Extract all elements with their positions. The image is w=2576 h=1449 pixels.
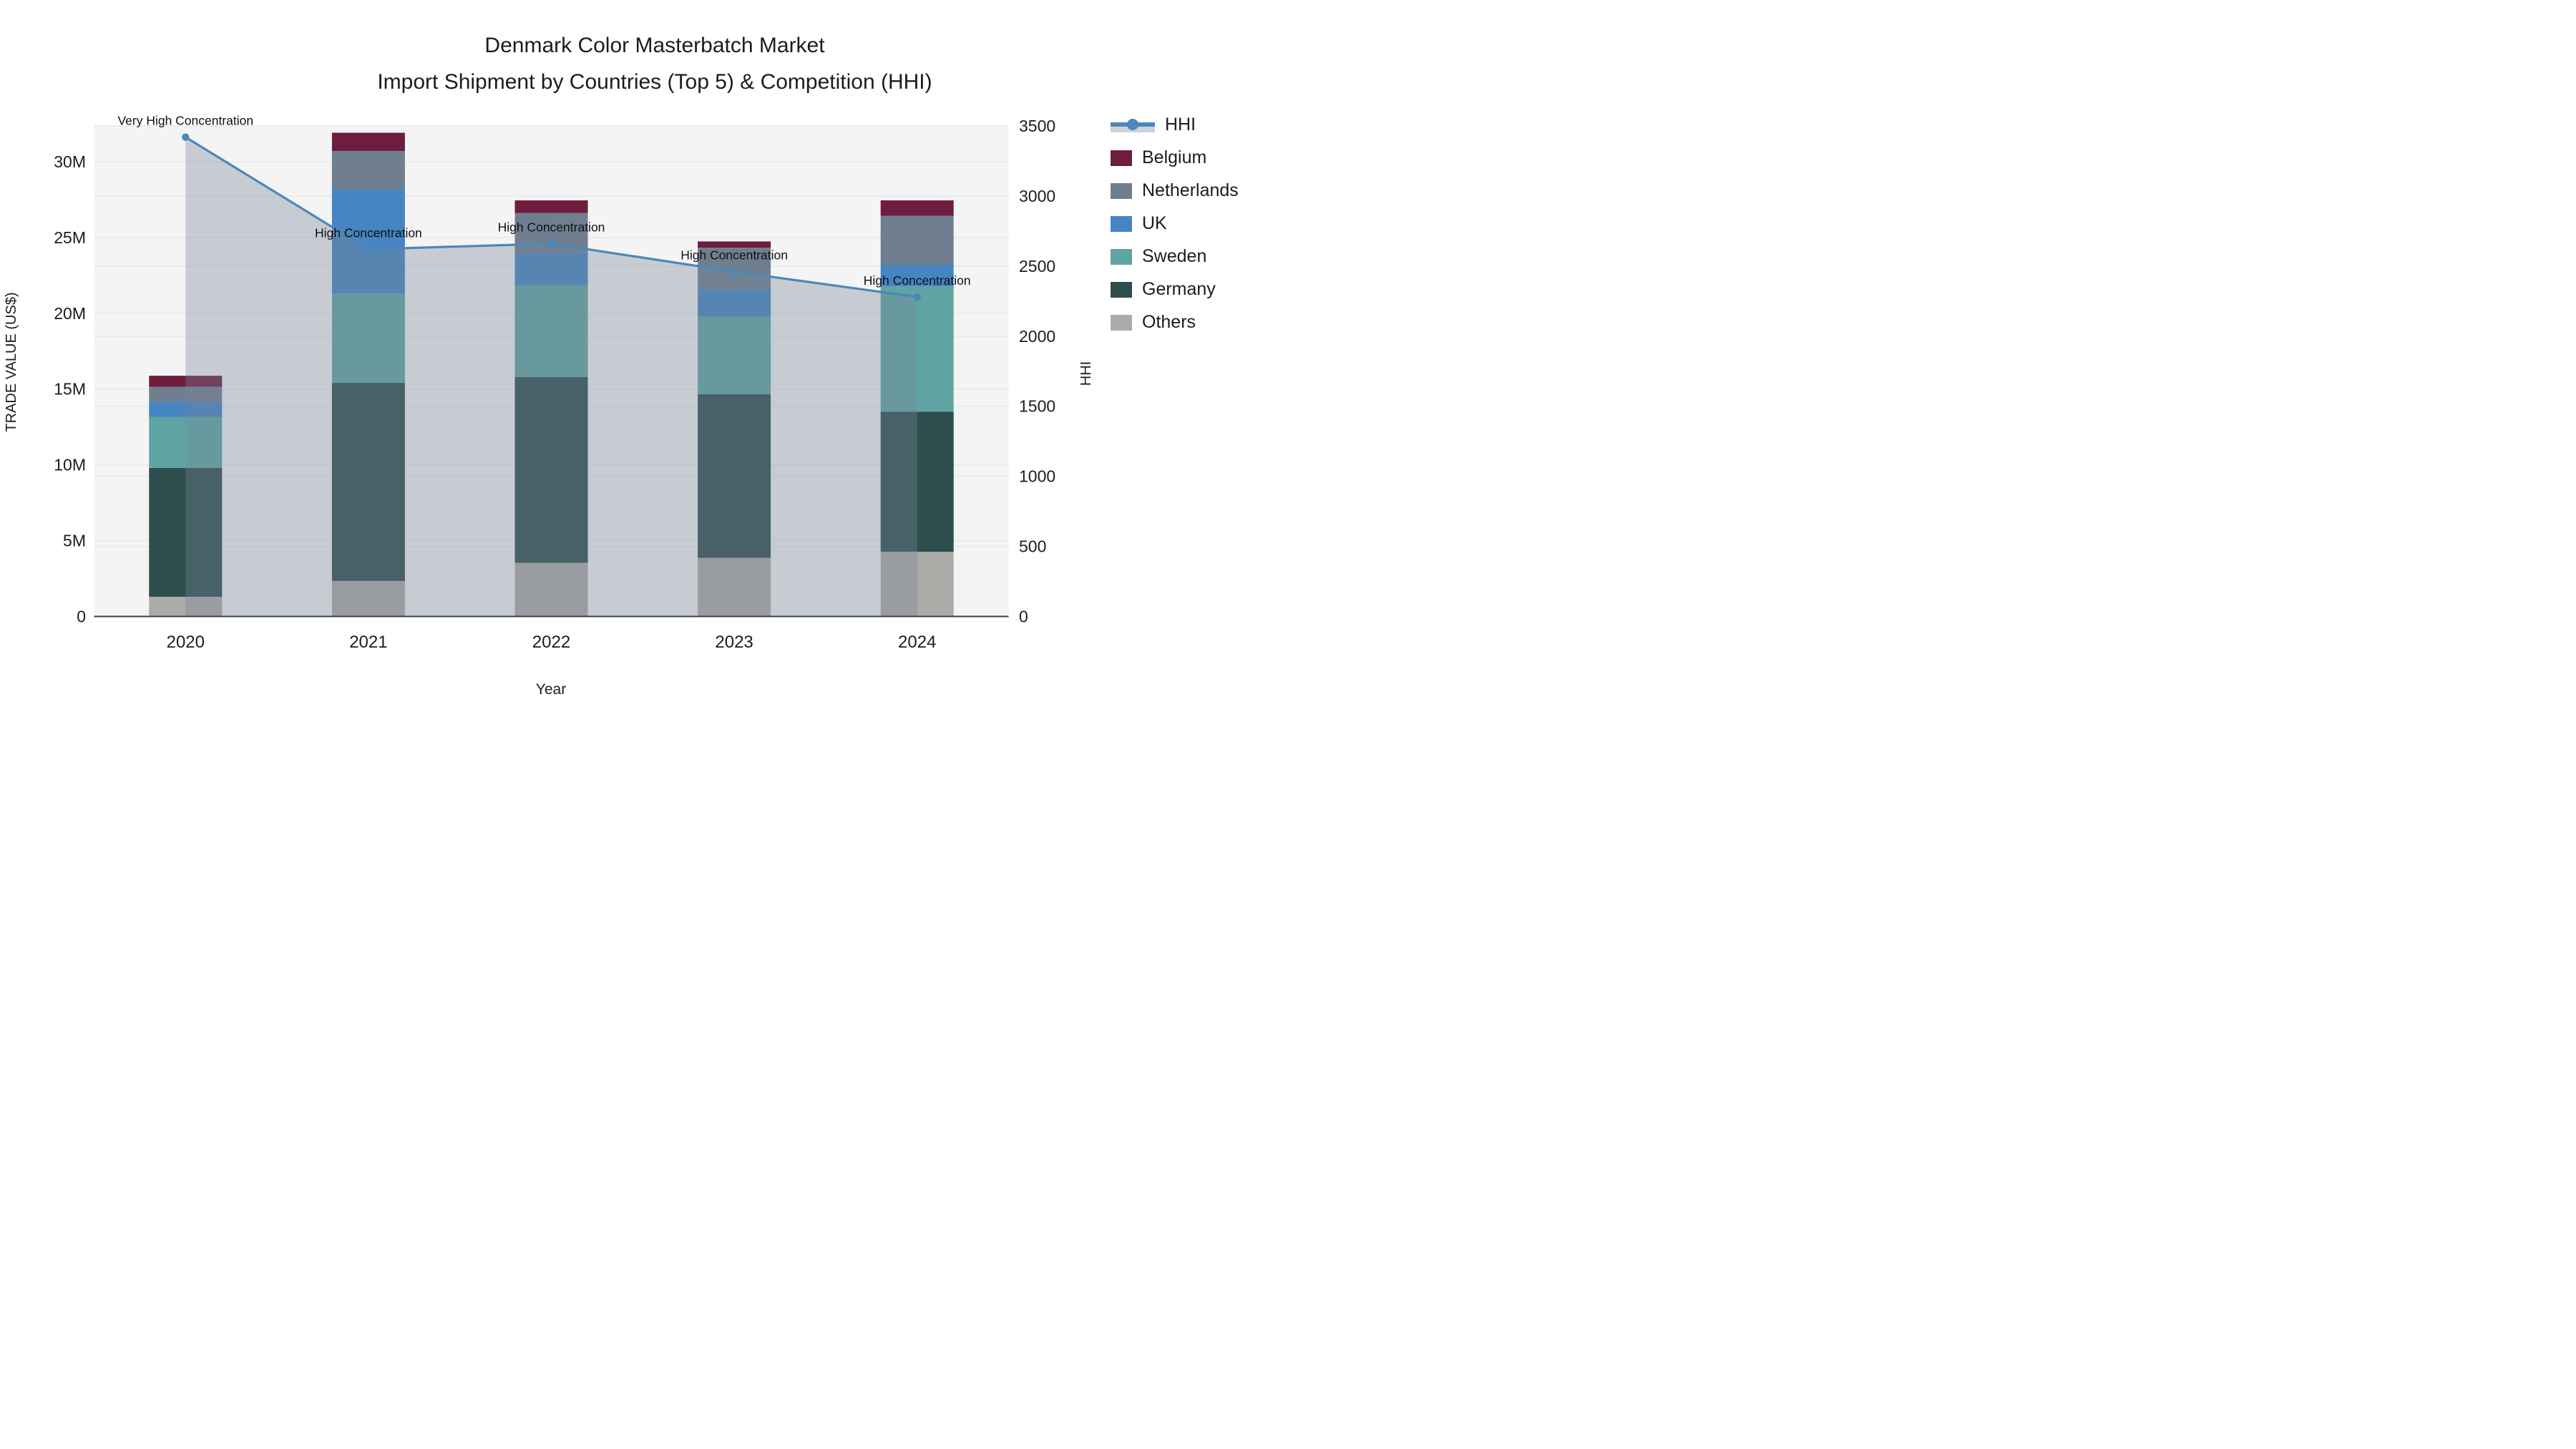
bar-segment-others-2021 (331, 580, 405, 617)
annotation-2022: High Concentration (498, 220, 605, 235)
x-tick-label: 2024 (898, 633, 936, 652)
legend-swatch-others (1111, 314, 1132, 331)
right-tick-label: 3000 (1019, 187, 1055, 205)
hhi-marker-2024 (913, 293, 921, 301)
hhi-marker-2022 (547, 240, 555, 248)
left-tick-label: 25M (54, 228, 86, 247)
left-axis-title: TRADE VALUE (US$) (4, 292, 19, 431)
bar-segment-germany-2021 (331, 383, 405, 581)
hhi-area-fill (185, 137, 917, 617)
x-axis-title: Year (536, 681, 566, 698)
bar-segment-belgium-2023 (698, 241, 771, 248)
bar-segment-uk-2020 (149, 401, 223, 417)
left-tick-label: 20M (54, 304, 86, 323)
right-tick-label: 1000 (1019, 467, 1055, 486)
x-tick-label: 2021 (349, 633, 387, 652)
legend-item-others[interactable]: Others (1111, 312, 1239, 333)
bar-segment-belgium-2021 (331, 132, 405, 151)
right-tick-label: 1500 (1019, 397, 1055, 416)
bar-segment-others-2023 (698, 557, 771, 617)
bar-segment-belgium-2024 (880, 200, 954, 216)
right-tick-label: 2500 (1019, 257, 1055, 275)
bar-segment-uk-2023 (698, 289, 771, 317)
hhi-marker-2023 (730, 268, 738, 275)
annotation-2021: High Concentration (315, 225, 422, 240)
legend-item-netherlands[interactable]: Netherlands (1111, 180, 1239, 201)
legend-label-hhi: HHI (1165, 114, 1196, 135)
legend-item-hhi[interactable]: HHI (1111, 114, 1239, 135)
left-tick-label: 5M (63, 532, 86, 550)
chart-title-line2: Import Shipment by Countries (Top 5) & C… (377, 70, 932, 94)
legend-item-belgium[interactable]: Belgium (1111, 147, 1239, 168)
right-tick-label: 0 (1019, 608, 1028, 626)
x-tick-label: 2023 (715, 633, 753, 652)
bar-segment-germany-2024 (880, 411, 954, 552)
annotation-2023: High Concentration (680, 248, 788, 263)
right-tick-label: 500 (1019, 537, 1046, 556)
x-tick-label: 2022 (532, 633, 570, 652)
x-tick-label: 2020 (167, 633, 205, 652)
legend-swatch-sweden (1111, 248, 1132, 265)
left-tick-label: 0 (77, 608, 86, 626)
bar-segment-belgium-2022 (514, 200, 588, 213)
legend: HHI Belgium Netherlands UK Sweden Germany Othe… (1111, 114, 1239, 333)
hhi-marker-2020 (182, 133, 190, 141)
chart-title: Denmark Color Masterbatch Market Import … (225, 27, 1084, 100)
bar-segment-uk-2022 (514, 253, 588, 286)
annotation-2020: Very High Concentration (117, 114, 253, 128)
right-tick-label: 3500 (1019, 117, 1055, 135)
chart-title-line1: Denmark Color Masterbatch Market (484, 34, 825, 57)
chart-figure: Denmark Color Masterbatch Market Import … (0, 0, 1288, 725)
bar-segment-netherlands-2020 (149, 386, 223, 402)
bar-segment-germany-2022 (514, 377, 588, 563)
legend-swatch-uk (1111, 215, 1132, 232)
plot-area: 0 5M 10M 15M 20M 25M 30M 0 500 1000 1500 2000 2500 30… (4, 114, 1094, 698)
bar-segment-others-2022 (514, 562, 588, 617)
bar-segment-uk-2021 (331, 189, 405, 294)
left-tick-label: 30M (54, 152, 86, 171)
bar-segment-sweden-2021 (331, 293, 405, 384)
hhi-line-swatch (1111, 117, 1155, 133)
legend-swatch-belgium (1111, 150, 1132, 166)
annotation-2024: High Concentration (864, 273, 971, 288)
bar-segment-netherlands-2024 (880, 215, 954, 265)
legend-label-germany: Germany (1142, 279, 1216, 299)
hhi-marker-2021 (364, 245, 373, 253)
bar-segment-sweden-2022 (514, 285, 588, 378)
legend-label-netherlands: Netherlands (1142, 180, 1239, 200)
bar-segment-others-2024 (880, 552, 954, 617)
left-tick-label: 10M (54, 456, 86, 474)
legend-label-belgium: Belgium (1142, 147, 1207, 167)
legend-label-sweden: Sweden (1142, 246, 1207, 266)
bar-segment-sweden-2024 (880, 286, 954, 412)
bar-segment-sweden-2020 (149, 416, 223, 468)
left-tick-label: 15M (54, 380, 86, 399)
bar-segment-germany-2023 (698, 394, 771, 558)
legend-item-uk[interactable]: UK (1111, 213, 1239, 234)
bar-segment-sweden-2023 (698, 316, 771, 394)
right-tick-label: 2000 (1019, 327, 1055, 346)
legend-item-germany[interactable]: Germany (1111, 279, 1239, 300)
legend-swatch-germany (1111, 281, 1132, 298)
bar-segment-uk-2024 (880, 265, 954, 287)
right-axis-title: HHI (1078, 361, 1094, 386)
legend-label-others: Others (1142, 312, 1196, 332)
legend-item-sweden[interactable]: Sweden (1111, 246, 1239, 267)
bar-segment-belgium-2020 (149, 376, 223, 387)
bar-segment-germany-2020 (149, 467, 223, 597)
legend-swatch-netherlands (1111, 182, 1132, 199)
bar-segment-others-2020 (149, 596, 223, 617)
legend-label-uk: UK (1142, 213, 1167, 233)
bar-segment-netherlands-2021 (331, 150, 405, 190)
